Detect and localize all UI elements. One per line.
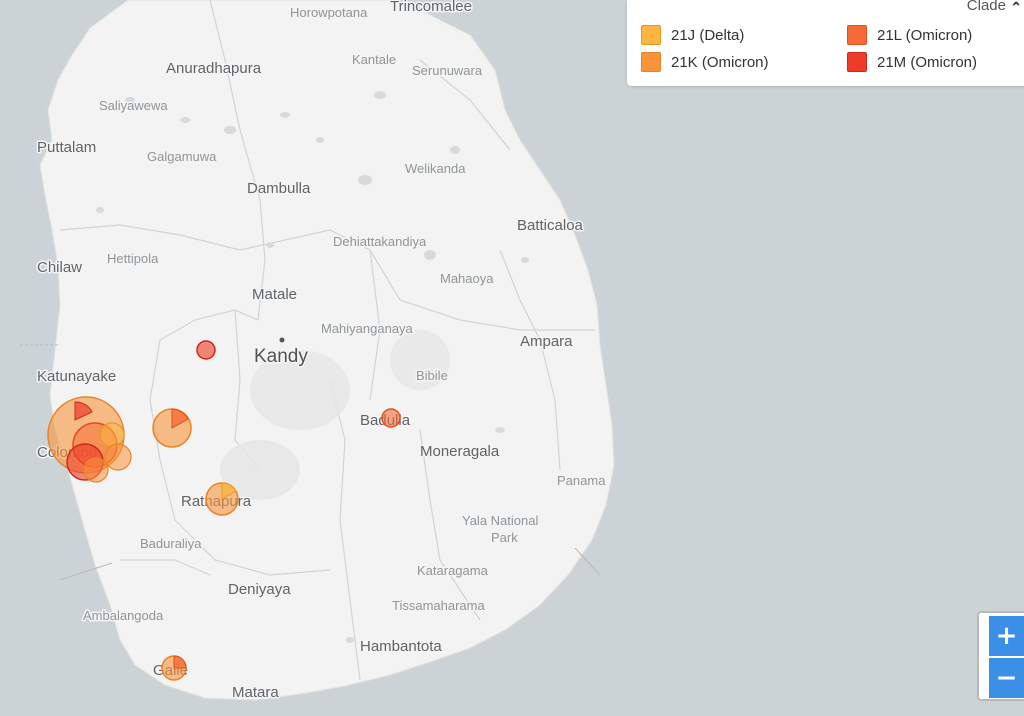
label-mahiyanganaya: Mahiyanganaya [321, 321, 414, 336]
label-hambantota: Hambantota [360, 638, 442, 655]
label-tissamaharama: Tissamaharama [392, 598, 485, 613]
legend-item-21k[interactable]: 21K (Omicron) [641, 52, 769, 72]
label-bibile: Bibile [416, 368, 448, 383]
label-kandy: Kandy [254, 346, 308, 367]
label-chilaw: Chilaw [37, 259, 82, 276]
label-ampara: Ampara [520, 333, 573, 350]
legend-item-21j[interactable]: 21J (Delta) [641, 25, 744, 45]
legend-swatch [641, 52, 661, 72]
label-kataragama: Kataragama [417, 563, 489, 578]
maritime-boundary-line [59, 562, 113, 581]
label-anuradhapura: Anuradhapura [166, 60, 262, 77]
legend-title[interactable]: Clade [966, 0, 1006, 14]
label-dambulla: Dambulla [247, 180, 311, 197]
sample-wedge-galle [173, 655, 187, 669]
sample-circle-colombo-south [83, 457, 109, 483]
label-katunayake: Katunayake [37, 368, 116, 385]
sample-wedge-avissawella [171, 408, 189, 429]
sample-circle-badulla [381, 408, 401, 428]
legend-label: 21M (Omicron) [877, 53, 978, 71]
label-ambalangoda: Ambalangoda [83, 608, 164, 623]
inland-water [96, 91, 529, 643]
sri-lanka-landmass [39, 0, 615, 701]
label-welikanda: Welikanda [405, 161, 466, 176]
legend-panel: Clade ⌃ 21J (Delta) 21L (Omicron) 21K (O… [627, 0, 1024, 86]
legend-label: 21J (Delta) [671, 26, 745, 44]
label-panama: Panama [557, 473, 606, 488]
label-matara: Matara [232, 684, 279, 701]
legend-swatch [641, 25, 661, 45]
sample-wedge-colombo-delta [74, 401, 93, 421]
label-yala-national: Yala National [462, 513, 538, 528]
chevron-up-icon[interactable]: ⌃ [1010, 0, 1022, 15]
legend-label: 21K (Omicron) [671, 53, 769, 71]
label-horowpotana: Horowpotana [290, 5, 368, 20]
legend-item-21l[interactable]: 21L (Omicron) [847, 25, 972, 45]
label-kantale: Kantale [352, 52, 396, 67]
label-trincomalee: Trincomalee [390, 0, 472, 15]
label-yala-park: Park [491, 530, 518, 545]
sample-markers[interactable] [47, 340, 401, 681]
label-saliyawewa: Saliyawewa [99, 98, 168, 113]
label-baduraliya: Baduraliya [140, 536, 202, 551]
label-hettipola: Hettipola [107, 251, 159, 266]
label-puttalam: Puttalam [37, 139, 96, 156]
maritime-boundary-line [574, 547, 601, 576]
zoom-in-button[interactable]: + [989, 616, 1024, 656]
legend-swatch [847, 25, 867, 45]
sample-circle-colombo-east [104, 443, 132, 471]
legend-item-21m[interactable]: 21M (Omicron) [847, 52, 977, 72]
sample-circle-colombo-small [99, 422, 125, 448]
label-serunuwara: Serunuwara [412, 63, 483, 78]
label-batticaloa: Batticaloa [517, 217, 584, 234]
label-matale: Matale [252, 286, 297, 303]
label-moneragala: Moneragala [420, 443, 500, 460]
sample-wedge-ratnapura [221, 482, 237, 500]
label-dehiattakandiya: Dehiattakandiya [333, 234, 427, 249]
label-mahaoya: Mahaoya [440, 271, 494, 286]
zoom-control: + − [977, 611, 1024, 701]
terrain-relief [220, 330, 450, 500]
legend-swatch [847, 52, 867, 72]
legend-label: 21L (Omicron) [877, 26, 973, 44]
zoom-out-button[interactable]: − [989, 658, 1024, 698]
label-deniyaya: Deniyaya [228, 581, 291, 598]
kandy-city-marker [279, 337, 285, 343]
sample-circle-kurunegala [196, 340, 216, 360]
label-galgamuwa: Galgamuwa [147, 149, 217, 164]
